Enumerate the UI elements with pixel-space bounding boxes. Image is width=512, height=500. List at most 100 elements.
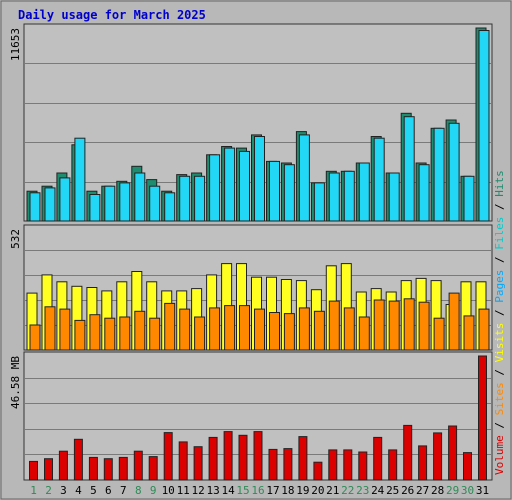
legend-hits: Hits <box>493 170 506 197</box>
bar-visits-day-24 <box>373 299 385 351</box>
bar-visits-day-15 <box>239 305 250 351</box>
bar-files-day-16 <box>254 136 265 222</box>
x-tick-label: 31 <box>476 484 489 497</box>
bar-files-day-5 <box>89 194 101 222</box>
y-axis-label: 11653 <box>9 28 22 61</box>
bar-files-day-25 <box>388 172 400 222</box>
legend-sites: Sites <box>493 382 506 415</box>
bar-visits-day-2 <box>44 306 56 351</box>
bar-visits-day-21 <box>328 300 340 351</box>
x-tick-label: 21 <box>326 484 339 497</box>
x-tick-label: 13 <box>206 484 219 497</box>
x-tick-label: 16 <box>251 484 264 497</box>
legend-volume: Volume <box>493 435 506 475</box>
bar-files-day-4 <box>74 137 86 222</box>
chart-title: Daily usage for March 2025 <box>18 8 206 22</box>
bar-files-day-22 <box>343 170 355 222</box>
bar-files-day-24 <box>373 137 385 222</box>
x-tick-label: 17 <box>266 484 279 497</box>
x-tick-label: 5 <box>90 484 97 497</box>
bar-volume-day-6 <box>103 458 113 481</box>
x-tick-label: 9 <box>150 484 157 497</box>
y-axis-label: 46.58 MB <box>9 356 22 409</box>
side-legend: Volume / Sites / Visits / Pages / Files … <box>493 170 506 475</box>
bar-files-day-14 <box>224 147 236 222</box>
bar-files-day-31 <box>478 30 490 222</box>
bar-volume-day-28 <box>433 432 443 481</box>
bar-volume-day-22 <box>343 449 353 481</box>
x-tick-label: 20 <box>311 484 324 497</box>
x-tick-label: 3 <box>60 484 67 497</box>
bar-volume-day-5 <box>88 456 98 481</box>
x-tick-label: 6 <box>105 484 112 497</box>
bar-files-day-15 <box>239 150 250 222</box>
x-tick-label: 11 <box>177 484 190 497</box>
bar-files-day-13 <box>209 154 221 222</box>
x-tick-label: 18 <box>281 484 294 497</box>
bar-volume-day-16 <box>253 431 263 481</box>
bar-visits-day-31 <box>478 308 490 351</box>
legend-separator: / <box>493 197 506 217</box>
bar-visits-day-5 <box>89 314 101 351</box>
bar-files-day-2 <box>44 187 56 222</box>
x-tick-label: 7 <box>120 484 127 497</box>
legend-files: Files <box>493 217 506 250</box>
bar-files-day-18 <box>283 164 295 222</box>
x-tick-label: 26 <box>401 484 414 497</box>
bar-volume-day-12 <box>193 446 203 481</box>
bar-files-day-23 <box>358 162 370 222</box>
bar-files-day-27 <box>418 164 430 222</box>
bar-volume-day-2 <box>44 458 53 481</box>
bar-volume-day-25 <box>388 449 398 481</box>
bar-volume-day-9 <box>148 456 158 481</box>
bar-visits-day-17 <box>269 312 280 351</box>
legend-separator: / <box>493 303 506 323</box>
bar-visits-day-20 <box>313 310 325 351</box>
y-axis-label: 532 <box>9 229 22 249</box>
x-tick-label: 22 <box>341 484 354 497</box>
bar-visits-day-4 <box>74 319 86 351</box>
bar-files-day-8 <box>134 172 146 222</box>
bar-files-day-6 <box>104 185 116 222</box>
bar-visits-day-16 <box>254 308 265 351</box>
bar-visits-day-27 <box>418 301 430 351</box>
bar-visits-day-6 <box>104 317 116 351</box>
bar-visits-day-25 <box>388 300 400 351</box>
bar-files-day-26 <box>403 116 415 222</box>
bar-files-day-21 <box>328 172 340 222</box>
bar-volume-day-29 <box>448 425 458 481</box>
bar-files-day-3 <box>59 177 71 222</box>
bar-volume-day-24 <box>373 436 383 481</box>
bar-files-day-20 <box>313 182 325 222</box>
bar-files-day-30 <box>463 175 475 222</box>
legend-visits: Visits <box>493 323 506 363</box>
bar-visits-day-11 <box>179 308 191 351</box>
x-tick-label: 1 <box>30 484 37 497</box>
x-tick-label: 4 <box>75 484 82 497</box>
x-tick-label: 12 <box>191 484 204 497</box>
bar-files-day-11 <box>179 175 191 222</box>
bar-volume-day-1 <box>29 460 38 481</box>
legend-separator: / <box>493 415 506 435</box>
bar-volume-day-31 <box>478 355 487 481</box>
bar-volume-day-21 <box>328 449 338 481</box>
bar-files-day-17 <box>269 160 280 222</box>
bar-visits-day-12 <box>194 316 206 351</box>
legend-separator: / <box>493 362 506 382</box>
bar-volume-day-8 <box>133 450 143 481</box>
x-tick-label: 27 <box>416 484 429 497</box>
bar-volume-day-18 <box>283 448 293 481</box>
bar-visits-day-29 <box>448 292 460 351</box>
x-tick-label: 15 <box>236 484 249 497</box>
bar-volume-day-23 <box>358 451 368 481</box>
bar-volume-day-13 <box>208 436 218 481</box>
x-tick-label: 19 <box>296 484 309 497</box>
bar-files-day-29 <box>448 122 460 222</box>
bar-volume-day-15 <box>238 434 248 481</box>
bar-files-day-10 <box>164 192 176 222</box>
x-tick-label: 2 <box>45 484 52 497</box>
bar-visits-day-30 <box>463 315 475 351</box>
bar-volume-day-20 <box>313 461 323 481</box>
